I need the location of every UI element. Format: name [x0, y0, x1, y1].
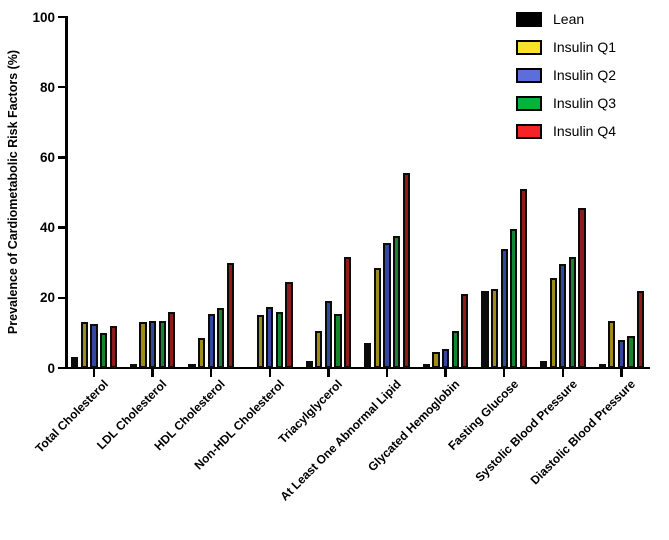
y-tick-mark	[58, 296, 66, 300]
bar-insulin-q4	[578, 208, 586, 368]
bar-lean	[540, 360, 548, 368]
bar-insulin-q4	[519, 188, 527, 368]
legend: Lean Insulin Q1 Insulin Q2 Insulin Q3 Insuli…	[516, 10, 616, 150]
bar-lean	[129, 364, 137, 369]
legend-item: Insulin Q1	[516, 38, 616, 56]
bar-insulin-q2	[559, 264, 567, 368]
bar-insulin-q3	[275, 311, 283, 368]
bar-insulin-q1	[256, 315, 264, 368]
x-tick-mark	[385, 369, 389, 377]
x-tick-mark	[268, 369, 272, 377]
y-tick-label: 100	[32, 9, 55, 25]
x-category-label: Systolic Blood Pressure	[472, 377, 580, 485]
bar-insulin-q2	[383, 243, 391, 368]
bar-insulin-q2	[324, 301, 332, 368]
legend-label: Insulin Q3	[553, 95, 617, 111]
bar-insulin-q1	[80, 322, 88, 368]
x-tick-mark	[209, 369, 213, 377]
bar-insulin-q3	[627, 336, 635, 368]
bar-insulin-q1	[315, 331, 323, 368]
bar-insulin-q1	[608, 320, 616, 368]
legend-label: Insulin Q4	[553, 123, 617, 139]
legend-label: Insulin Q2	[553, 67, 617, 83]
bar-insulin-q3	[334, 313, 342, 368]
y-tick-mark	[58, 156, 66, 159]
x-tick-mark	[502, 369, 506, 377]
y-tick-label: 0	[47, 360, 55, 376]
legend-label: Insulin Q1	[553, 39, 617, 55]
legend-swatch-icon	[516, 67, 542, 83]
bar-insulin-q2	[617, 339, 625, 368]
bar-lean	[188, 364, 196, 369]
x-tick-mark	[620, 369, 623, 377]
y-tick-label: 20	[39, 290, 55, 306]
x-tick-mark	[444, 369, 447, 377]
bar-insulin-q2	[207, 313, 215, 368]
y-axis-line	[65, 16, 68, 369]
bar-insulin-q4	[461, 294, 469, 368]
bar-insulin-q2	[90, 324, 98, 368]
x-tick-mark	[151, 369, 154, 377]
bar-insulin-q1	[432, 352, 440, 368]
x-tick-mark	[561, 369, 565, 377]
x-tick-mark	[92, 369, 96, 377]
bar-insulin-q3	[510, 229, 518, 368]
bar-insulin-q4	[344, 257, 352, 368]
bar-lean	[481, 290, 489, 368]
bar-insulin-q1	[139, 322, 147, 368]
y-tick-label: 40	[39, 220, 55, 236]
bar-insulin-q4	[226, 262, 234, 368]
x-category-label: At Least One Abnormal Lipid	[277, 377, 404, 504]
bar-insulin-q1	[198, 338, 206, 368]
legend-swatch-icon	[516, 39, 542, 55]
y-tick-mark	[58, 15, 66, 19]
x-category-label: Diastolic Blood Pressure	[527, 377, 639, 488]
y-tick-mark	[58, 226, 66, 229]
bar-insulin-q2	[149, 320, 157, 368]
bar-lean	[598, 364, 606, 369]
legend-item: Insulin Q2	[516, 66, 616, 84]
bar-insulin-q3	[100, 332, 108, 368]
bar-insulin-q3	[451, 331, 459, 368]
legend-item: Insulin Q3	[516, 94, 616, 112]
bar-insulin-q2	[266, 306, 274, 368]
bar-insulin-q3	[217, 308, 225, 368]
y-tick-mark	[58, 366, 66, 370]
x-axis-line	[65, 366, 650, 369]
legend-swatch-icon	[516, 95, 542, 111]
y-tick-label: 80	[39, 79, 55, 95]
legend-swatch-icon	[516, 123, 542, 139]
bar-lean	[71, 357, 79, 368]
legend-swatch-icon	[516, 11, 542, 27]
y-tick-label: 60	[39, 149, 55, 165]
bar-insulin-q1	[373, 267, 381, 368]
bar-insulin-q4	[285, 282, 293, 368]
bar-lean	[422, 364, 430, 369]
bar-lean	[305, 360, 313, 368]
legend-label: Lean	[553, 11, 585, 27]
legend-item: Insulin Q4	[516, 122, 616, 140]
bar-insulin-q1	[491, 289, 499, 368]
y-tick-mark	[58, 85, 66, 89]
legend-item: Lean	[516, 10, 616, 28]
bar-insulin-q4	[402, 173, 410, 368]
bar-insulin-q3	[158, 320, 166, 368]
bar-insulin-q4	[168, 311, 176, 368]
bar-insulin-q4	[637, 290, 645, 368]
x-tick-mark	[327, 369, 330, 377]
bar-insulin-q2	[500, 248, 508, 368]
bar-lean	[364, 343, 372, 368]
bar-insulin-q1	[549, 278, 557, 368]
bar-insulin-q2	[442, 348, 450, 368]
bar-insulin-q3	[393, 236, 401, 368]
bar-insulin-q4	[109, 325, 117, 368]
bar-insulin-q3	[568, 257, 576, 368]
